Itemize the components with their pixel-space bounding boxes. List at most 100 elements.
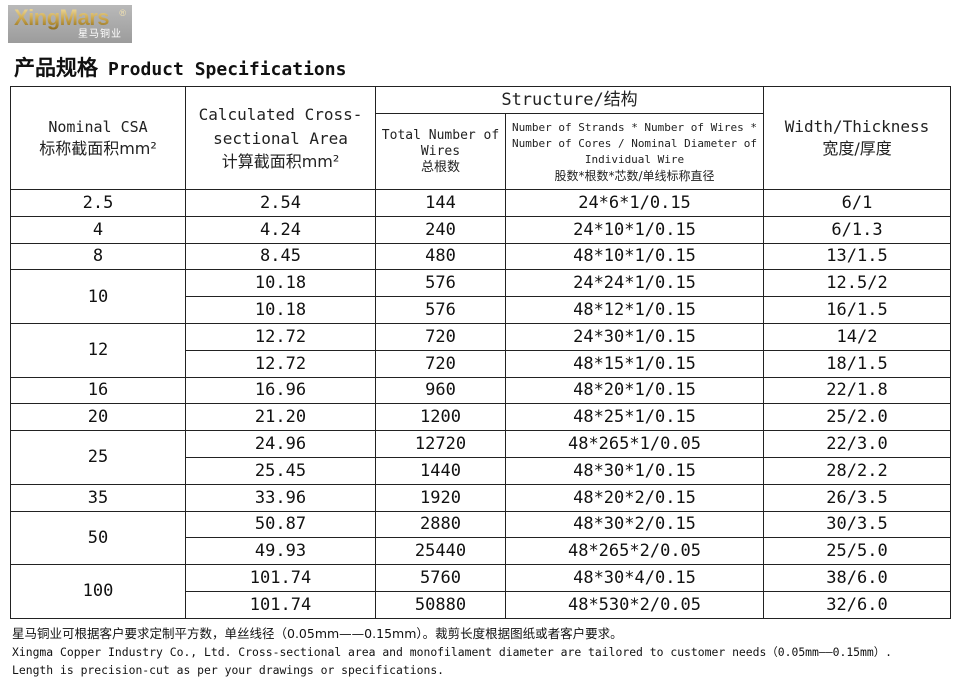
table-row: 10.18 576 48*12*1/0.15 16/1.5 xyxy=(11,296,952,324)
cell-structure: 48*30*2/0.15 xyxy=(504,510,765,539)
header-total-wires-en: Total Number of Wires xyxy=(381,127,500,159)
cell-total-wires: 144 xyxy=(375,189,506,217)
header-calculated-area: Calculated Cross-sectional Area 计算截面积mm² xyxy=(185,86,376,190)
cell-total-wires: 960 xyxy=(375,376,506,405)
cell-nominal-csa: 12 xyxy=(10,322,186,378)
cell-nominal-csa: 8 xyxy=(10,242,186,271)
cell-width-thickness: 22/3.0 xyxy=(763,430,952,458)
footer-note-zh: 星马铜业可根据客户要求定制平方数，单丝线径（0.05mm——0.15mm）。裁剪… xyxy=(12,626,623,641)
cell-calculated-area: 21.20 xyxy=(185,403,376,432)
table-row: 100 101.74 5760 48*30*4/0.15 38/6.0 xyxy=(10,564,952,619)
logo-subtitle: 星马铜业 xyxy=(78,29,122,40)
cell-structure: 24*24*1/0.15 xyxy=(504,269,765,298)
logo-wordmark: XingMars xyxy=(14,6,126,30)
header-calculated-area-zh: 计算截面积mm² xyxy=(221,152,340,171)
header-nominal-csa-en: Nominal CSA xyxy=(48,118,148,136)
cell-width-thickness: 6/1.3 xyxy=(763,215,952,244)
table-row: 12 12.72 720 24*30*1/0.15 14/2 xyxy=(10,322,952,378)
page-title-zh: 产品规格 xyxy=(14,56,98,80)
cell-width-thickness: 13/1.5 xyxy=(763,242,952,271)
cell-total-wires: 1920 xyxy=(375,483,506,512)
cell-width-thickness: 38/6.0 xyxy=(763,564,952,592)
footer-note-en-2: Length is precision-cut as per your draw… xyxy=(12,663,445,677)
cell-structure: 48*25*1/0.15 xyxy=(504,403,765,432)
cell-calculated-area: 101.74 xyxy=(185,564,376,592)
table-row: 49.93 25440 48*265*2/0.05 25/5.0 xyxy=(11,537,952,566)
spec-table-body: 2.5 2.54 144 24*6*1/0.15 6/1 4 4.24 240 24*10*1/… xyxy=(10,189,952,619)
cell-nominal-csa: 25 xyxy=(10,430,186,485)
header-strand-structure: Number of Strands * Number of Wires * Nu… xyxy=(504,113,765,190)
page-title: 产品规格 Product Specifications xyxy=(14,52,346,80)
header-calculated-area-en: Calculated Cross-sectional Area xyxy=(198,105,363,148)
cell-calculated-area: 10.18 xyxy=(185,269,376,298)
cell-nominal-csa: 2.5 xyxy=(10,189,186,217)
table-row: 10 10.18 576 24*24*1/0.15 12.5/2 xyxy=(10,269,952,324)
cell-calculated-area: 101.74 xyxy=(185,590,376,619)
cell-calculated-area: 50.87 xyxy=(185,510,376,539)
cell-total-wires: 50880 xyxy=(375,590,506,619)
cell-width-thickness: 18/1.5 xyxy=(763,349,952,378)
cell-structure: 48*10*1/0.15 xyxy=(504,242,765,271)
footer-note-en-1: Xingma Copper Industry Co., Ltd. Cross-s… xyxy=(12,645,892,659)
company-logo: XingMars ® 星马铜业 xyxy=(8,5,132,43)
cell-nominal-csa: 16 xyxy=(10,376,186,405)
table-row: 16 16.96 960 48*20*1/0.15 22/1.8 xyxy=(10,376,952,405)
cell-structure: 48*30*1/0.15 xyxy=(504,456,765,485)
header-width-thickness: Width/Thickness 宽度/厚度 xyxy=(763,86,952,190)
header-nominal-csa: Nominal CSA 标称截面积mm² xyxy=(10,86,186,190)
spec-table: Nominal CSA 标称截面积mm² Calculated Cross-se… xyxy=(10,86,952,619)
cell-structure: 48*265*1/0.05 xyxy=(504,430,765,458)
cell-calculated-area: 4.24 xyxy=(185,215,376,244)
cell-calculated-area: 2.54 xyxy=(185,189,376,217)
cell-calculated-area: 12.72 xyxy=(185,322,376,351)
cell-structure: 24*30*1/0.15 xyxy=(504,322,765,351)
table-row: 2.5 2.54 144 24*6*1/0.15 6/1 xyxy=(10,189,952,217)
cell-total-wires: 1200 xyxy=(375,403,506,432)
logo-registered-mark: ® xyxy=(119,8,126,18)
cell-structure: 48*30*4/0.15 xyxy=(504,564,765,592)
cell-nominal-csa: 100 xyxy=(10,564,186,619)
cell-structure: 24*6*1/0.15 xyxy=(504,189,765,217)
table-row: 4 4.24 240 24*10*1/0.15 6/1.3 xyxy=(10,215,952,244)
header-structure: Structure/结构 xyxy=(374,86,765,114)
cell-width-thickness: 25/5.0 xyxy=(763,537,952,566)
header-total-wires: Total Number of Wires 总根数 xyxy=(375,113,506,190)
cell-calculated-area: 33.96 xyxy=(185,483,376,512)
cell-calculated-area: 12.72 xyxy=(185,349,376,378)
table-row: 8 8.45 480 48*10*1/0.15 13/1.5 xyxy=(10,242,952,271)
cell-total-wires: 1440 xyxy=(375,456,506,485)
cell-structure: 48*530*2/0.05 xyxy=(504,590,765,619)
cell-width-thickness: 16/1.5 xyxy=(763,296,952,324)
cell-calculated-area: 10.18 xyxy=(185,296,376,324)
cell-total-wires: 240 xyxy=(375,215,506,244)
cell-width-thickness: 25/2.0 xyxy=(763,403,952,432)
cell-nominal-csa: 35 xyxy=(10,483,186,512)
header-total-wires-zh: 总根数 xyxy=(420,159,460,175)
cell-total-wires: 576 xyxy=(375,296,506,324)
cell-total-wires: 2880 xyxy=(375,510,506,539)
header-strand-structure-zh: 股数*根数*芯数/单线标称直径 xyxy=(554,168,715,183)
cell-structure: 48*20*2/0.15 xyxy=(504,483,765,512)
cell-width-thickness: 26/3.5 xyxy=(763,483,952,512)
cell-total-wires: 480 xyxy=(375,242,506,271)
table-row: 101.74 50880 48*530*2/0.05 32/6.0 xyxy=(11,590,952,619)
cell-structure: 24*10*1/0.15 xyxy=(504,215,765,244)
footer-notes: 星马铜业可根据客户要求定制平方数，单丝线径（0.05mm——0.15mm）。裁剪… xyxy=(12,625,952,679)
cell-calculated-area: 24.96 xyxy=(185,430,376,458)
cell-structure: 48*15*1/0.15 xyxy=(504,349,765,378)
cell-nominal-csa: 50 xyxy=(10,510,186,566)
table-row: 35 33.96 1920 48*20*2/0.15 26/3.5 xyxy=(10,483,952,512)
header-width-thickness-zh: 宽度/厚度 xyxy=(822,139,892,158)
cell-width-thickness: 6/1 xyxy=(763,189,952,217)
cell-width-thickness: 28/2.2 xyxy=(763,456,952,485)
cell-structure: 48*265*2/0.05 xyxy=(504,537,765,566)
page-title-en: Product Specifications xyxy=(108,59,347,80)
cell-total-wires: 5760 xyxy=(375,564,506,592)
header-structure-zh: 结构 xyxy=(603,90,638,110)
header-width-thickness-en: Width/Thickness xyxy=(784,117,930,136)
header-strand-structure-en: Number of Strands * Number of Wires * Nu… xyxy=(511,120,758,166)
cell-nominal-csa: 4 xyxy=(10,215,186,244)
header-structure-en: Structure/ xyxy=(501,90,604,110)
cell-calculated-area: 49.93 xyxy=(185,537,376,566)
cell-total-wires: 576 xyxy=(375,269,506,298)
